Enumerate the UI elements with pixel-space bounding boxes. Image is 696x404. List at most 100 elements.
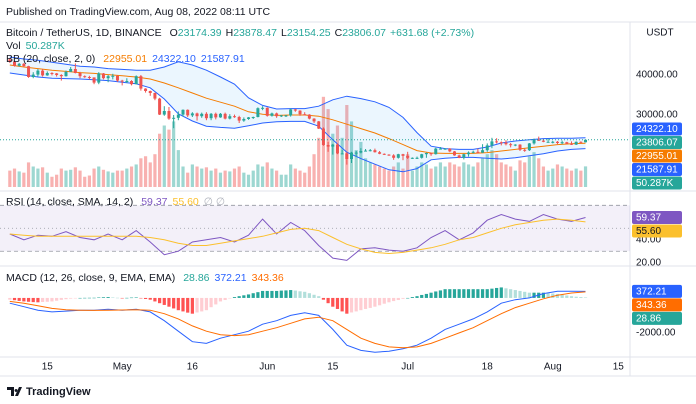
volume-bar: [129, 166, 134, 187]
volume-value: 50.287K: [26, 40, 65, 52]
value-tag: 22955.01: [636, 151, 678, 162]
volume-bar: [36, 168, 40, 187]
macd-histogram-bar: [321, 297, 326, 300]
value-tag: 50.287K: [636, 178, 674, 189]
rsi-band: [0, 205, 630, 252]
macd-histogram-bar: [527, 292, 531, 298]
candle-body: [270, 113, 274, 116]
volume-bar: [246, 174, 251, 187]
candle-body: [378, 152, 382, 154]
macd-histogram-bar: [228, 297, 232, 299]
candle-body: [106, 76, 110, 79]
candle-body: [551, 141, 555, 143]
volume-bar: [195, 166, 199, 187]
candle-body: [284, 115, 288, 117]
macd-histogram-bar: [471, 289, 475, 298]
macd-histogram-bar: [560, 294, 564, 298]
bb-name: BB (20, close, 2, 0): [6, 53, 95, 65]
macd-histogram-bar: [555, 293, 560, 298]
bollinger-line: [9, 56, 586, 150]
volume-bar: [513, 170, 517, 187]
candle-body: [41, 70, 45, 76]
x-tick-label: 15: [42, 362, 54, 373]
candle-body: [232, 116, 236, 118]
candle-body: [50, 73, 54, 74]
candle-body: [209, 113, 213, 119]
macd-histogram-bar: [448, 289, 452, 298]
volume-bar: [382, 168, 386, 187]
value-tag: 21587.91: [636, 165, 678, 176]
macd-histogram-bar: [443, 289, 447, 298]
candle-body: [368, 150, 372, 152]
macd-histogram-bar: [382, 297, 386, 304]
volume-bar: [55, 174, 59, 187]
volume-bar: [420, 162, 424, 187]
macd-histogram-bar: [532, 292, 536, 298]
macd-histogram-bar: [50, 297, 54, 302]
candle-body: [78, 73, 82, 77]
value-tag-bg: [632, 298, 682, 312]
volume-bar: [31, 166, 35, 187]
y-tick-label: 30000.00: [636, 110, 678, 121]
macd-histogram-bar: [583, 297, 588, 298]
macd-histogram-bar: [153, 297, 157, 302]
value-tag: 343.36: [636, 300, 667, 311]
macd-histogram-bar: [565, 295, 569, 298]
macd-histogram-bar: [237, 296, 241, 298]
volume-bar: [466, 164, 471, 187]
macd-histogram-bar: [462, 289, 466, 298]
candle-body: [345, 153, 349, 159]
volume-bar: [312, 154, 316, 187]
volume-bar: [279, 174, 283, 187]
candle-body: [499, 142, 503, 144]
candle-body: [350, 152, 354, 159]
volume-bar: [434, 166, 438, 187]
y-tick-label: 20.00: [636, 257, 661, 268]
macd-histogram-bar: [69, 297, 73, 299]
candle-body: [434, 148, 438, 155]
candle-body: [359, 151, 363, 153]
macd-histogram-bar: [415, 296, 419, 298]
candle-body: [396, 154, 400, 158]
volume-bar: [509, 166, 513, 187]
x-tick-label: 15: [613, 362, 625, 373]
volume-bar: [424, 164, 428, 187]
macd-histogram-bar: [256, 292, 260, 298]
ohlc-value: 23806.07: [342, 27, 386, 39]
volume-bar: [190, 164, 194, 187]
candle-body: [172, 117, 176, 119]
volume-bar: [275, 170, 279, 187]
value-tag-bg: [632, 122, 682, 136]
candle-body: [83, 76, 87, 78]
volume-bar: [289, 164, 293, 187]
macd-histogram-bar: [78, 297, 82, 299]
candle-body: [139, 76, 143, 89]
bollinger-line: [9, 72, 586, 173]
ohlc-letter: O: [170, 27, 178, 39]
macd-histogram-bar: [434, 291, 438, 298]
ohlc-letter: L: [281, 27, 287, 39]
published-note: Published on TradingView.com, Aug 08, 20…: [6, 6, 270, 18]
candle-body: [307, 114, 311, 119]
candle-body: [513, 144, 517, 146]
macd-histogram-bar: [242, 295, 246, 298]
x-tick-label: Aug: [544, 362, 562, 373]
volume-bar: [560, 166, 564, 187]
macd-histogram-bar: [143, 297, 148, 299]
volume-bar: [87, 175, 91, 187]
candle-body: [518, 144, 522, 150]
macd-histogram-bar: [289, 290, 293, 298]
candle-body: [64, 71, 68, 77]
volume-bar: [527, 156, 531, 187]
volume-bar: [218, 172, 223, 187]
volume-bar: [158, 133, 162, 187]
volume-bar: [148, 162, 152, 187]
candle-body: [275, 113, 279, 117]
macd-histogram-bar: [438, 290, 443, 298]
symbol-legend: Bitcoin / TetherUS, 1D, BINANCE O23174.39…: [6, 27, 474, 39]
macd-histogram-bar: [209, 297, 213, 308]
macd-hist-value: 28.86: [183, 272, 209, 284]
volume-bar: [457, 166, 461, 187]
candle-body: [87, 77, 91, 78]
